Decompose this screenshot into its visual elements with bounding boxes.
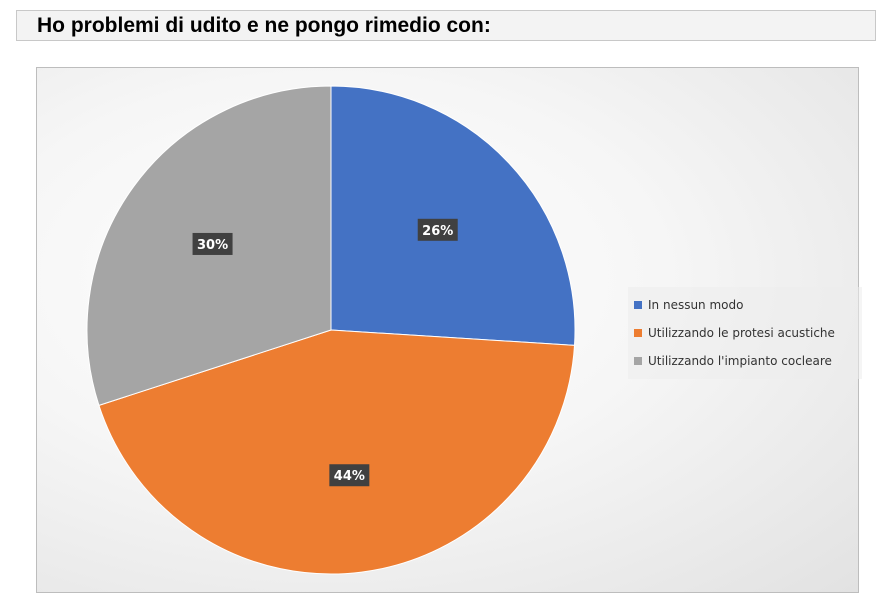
data-label-text: 30%: [197, 238, 228, 253]
legend-swatch: [634, 357, 642, 365]
legend-label: Utilizzando l'impianto cocleare: [648, 354, 832, 368]
legend-item: In nessun modo: [634, 291, 854, 319]
data-label-box: [417, 218, 458, 241]
chart-legend: In nessun modo Utilizzando le protesi ac…: [628, 287, 862, 379]
page-title: Ho problemi di udito e ne pongo rimedio …: [37, 14, 491, 37]
legend-label: Utilizzando le protesi acustiche: [648, 326, 835, 340]
data-label-text: 44%: [334, 469, 365, 484]
pie-slice-2: [98, 329, 576, 575]
data-label-box: [329, 464, 370, 487]
data-label-1: 26%: [417, 218, 458, 241]
data-label-box: [192, 232, 233, 255]
legend-swatch: [634, 329, 642, 337]
legend-item: Utilizzando l'impianto cocleare: [634, 347, 854, 375]
data-label-3: 30%: [192, 232, 233, 255]
data-label-2: 44%: [329, 464, 370, 487]
title-bar: Ho problemi di udito e ne pongo rimedio …: [16, 10, 876, 41]
data-label-text: 26%: [422, 224, 453, 239]
legend-swatch: [634, 301, 642, 309]
legend-label: In nessun modo: [648, 298, 744, 312]
legend-item: Utilizzando le protesi acustiche: [634, 319, 854, 347]
pie-slice-1: [330, 85, 576, 346]
